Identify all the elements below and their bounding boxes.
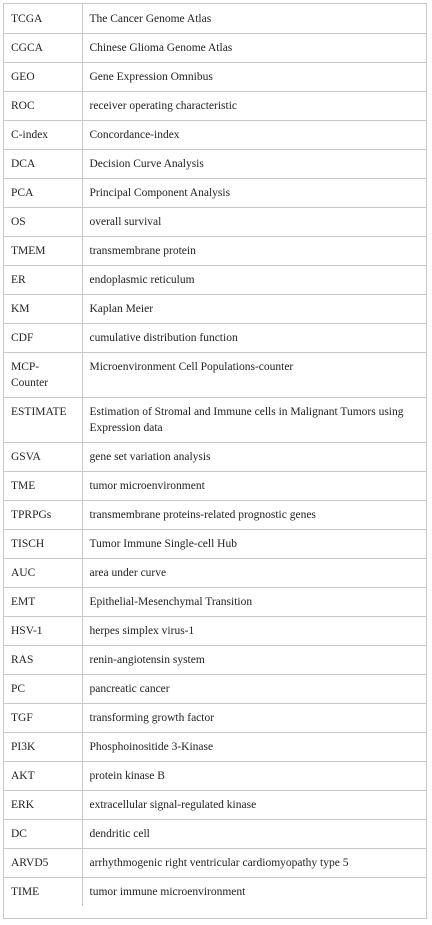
table-row: PC pancreatic cancer [4, 674, 426, 704]
definition-cell: protein kinase B [82, 761, 426, 791]
abbreviation-cell: PC [4, 674, 83, 704]
definition-cell: Decision Curve Analysis [82, 149, 426, 179]
table-row: GEO Gene Expression Omnibus [4, 62, 426, 92]
abbreviation-cell: HSV-1 [4, 616, 83, 646]
table-row: CDF cumulative distribution function [4, 323, 426, 353]
table-row: TGF transforming growth factor [4, 703, 426, 733]
definition-cell: Concordance-index [82, 120, 426, 150]
table-row: TISCH Tumor Immune Single-cell Hub [4, 529, 426, 559]
table-row: C-index Concordance-index [4, 120, 426, 150]
abbreviations-table-body: TCGA The Cancer Genome Atlas CGCA Chinese G… [4, 4, 426, 906]
abbreviation-cell: CGCA [4, 33, 83, 63]
table-row: TPRPGs transmembrane proteins-related pro… [4, 500, 426, 530]
definition-cell: The Cancer Genome Atlas [82, 4, 426, 34]
table-row: HSV-1 herpes simplex virus-1 [4, 616, 426, 646]
abbreviation-cell: CDF [4, 323, 83, 353]
abbreviation-cell: TGF [4, 703, 83, 733]
definition-cell: herpes simplex virus-1 [82, 616, 426, 646]
abbreviation-cell: KM [4, 294, 83, 324]
definition-cell: tumor microenvironment [82, 471, 426, 501]
table-row: AKT protein kinase B [4, 761, 426, 791]
definition-cell: pancreatic cancer [82, 674, 426, 704]
abbreviation-cell: C-index [4, 120, 83, 150]
table-row: PCA Principal Component Analysis [4, 178, 426, 208]
table-row: PI3K Phosphoinositide 3-Kinase [4, 732, 426, 762]
table-row: ER endoplasmic reticulum [4, 265, 426, 295]
abbreviation-cell: TIME [4, 877, 83, 906]
definition-cell: transforming growth factor [82, 703, 426, 733]
definition-cell: transmembrane proteins-related prognosti… [82, 500, 426, 530]
definition-cell: receiver operating characteristic [82, 91, 426, 121]
table-row: AUC area under curve [4, 558, 426, 588]
abbreviation-cell: RAS [4, 645, 83, 675]
table-row: TIME tumor immune microenvironment [4, 877, 426, 906]
definition-cell: overall survival [82, 207, 426, 237]
definition-cell: Gene Expression Omnibus [82, 62, 426, 92]
abbreviation-cell: DCA [4, 149, 83, 179]
definition-cell: area under curve [82, 558, 426, 588]
table-row: TME tumor microenvironment [4, 471, 426, 501]
table-row: GSVA gene set variation analysis [4, 442, 426, 472]
abbreviation-cell: PCA [4, 178, 83, 208]
definition-cell: Chinese Glioma Genome Atlas [82, 33, 426, 63]
abbreviation-cell: AUC [4, 558, 83, 588]
definition-cell: dendritic cell [82, 819, 426, 849]
abbreviation-cell: TISCH [4, 529, 83, 559]
table-row: ERK extracellular signal-regulated kinase [4, 790, 426, 820]
table-row: ARVD5 arrhythmogenic right ventricular ca… [4, 848, 426, 878]
abbreviations-table: TCGA The Cancer Genome Atlas CGCA Chinese G… [4, 4, 426, 906]
abbreviation-cell: MCP-Counter [4, 352, 83, 398]
abbreviation-cell: TCGA [4, 4, 83, 34]
table-row: DCA Decision Curve Analysis [4, 149, 426, 179]
abbreviation-cell: ROC [4, 91, 83, 121]
definition-cell: Kaplan Meier [82, 294, 426, 324]
abbreviation-cell: TPRPGs [4, 500, 83, 530]
definition-cell: Principal Component Analysis [82, 178, 426, 208]
table-row: ESTIMATE Estimation of Stromal and Immune… [4, 397, 426, 443]
abbreviation-cell: OS [4, 207, 83, 237]
definition-cell: arrhythmogenic right ventricular cardiom… [82, 848, 426, 878]
definition-cell: Microenvironment Cell Populations-counte… [82, 352, 426, 398]
definition-cell: gene set variation analysis [82, 442, 426, 472]
definition-cell: Epithelial-Mesenchymal Transition [82, 587, 426, 617]
definition-cell: Tumor Immune Single-cell Hub [82, 529, 426, 559]
table-frame [3, 3, 427, 919]
abbreviation-cell: EMT [4, 587, 83, 617]
abbreviation-cell: ER [4, 265, 83, 295]
abbreviation-cell: TMEM [4, 236, 83, 266]
definition-cell: endoplasmic reticulum [82, 265, 426, 295]
abbreviation-cell: GEO [4, 62, 83, 92]
abbreviation-cell: ERK [4, 790, 83, 820]
table-row: RAS renin-angiotensin system [4, 645, 426, 675]
definition-cell: Phosphoinositide 3-Kinase [82, 732, 426, 762]
table-row: CGCA Chinese Glioma Genome Atlas [4, 33, 426, 63]
definition-cell: renin-angiotensin system [82, 645, 426, 675]
abbreviation-cell: PI3K [4, 732, 83, 762]
abbreviation-cell: ARVD5 [4, 848, 83, 878]
abbreviation-cell: ESTIMATE [4, 397, 83, 443]
table-row: KM Kaplan Meier [4, 294, 426, 324]
table-row: MCP-Counter Microenvironment Cell Populat… [4, 352, 426, 398]
definition-cell: tumor immune microenvironment [89, 886, 246, 898]
definition-cell: cumulative distribution function [82, 323, 426, 353]
abbreviation-cell: TME [4, 471, 83, 501]
table-row: TCGA The Cancer Genome Atlas [4, 4, 426, 34]
definition-cell: Estimation of Stromal and Immune cells i… [82, 397, 426, 443]
table-row: TMEM transmembrane protein [4, 236, 426, 266]
table-row: DC dendritic cell [4, 819, 426, 849]
table-row: EMT Epithelial-Mesenchymal Transition [4, 587, 426, 617]
table-row: ROC receiver operating characteristic [4, 91, 426, 121]
definition-cell: extracellular signal-regulated kinase [82, 790, 426, 820]
abbreviation-cell: DC [4, 819, 83, 849]
definition-cell: transmembrane protein [82, 236, 426, 266]
abbreviation-cell: AKT [4, 761, 83, 791]
table-row: OS overall survival [4, 207, 426, 237]
abbreviation-cell: GSVA [4, 442, 83, 472]
